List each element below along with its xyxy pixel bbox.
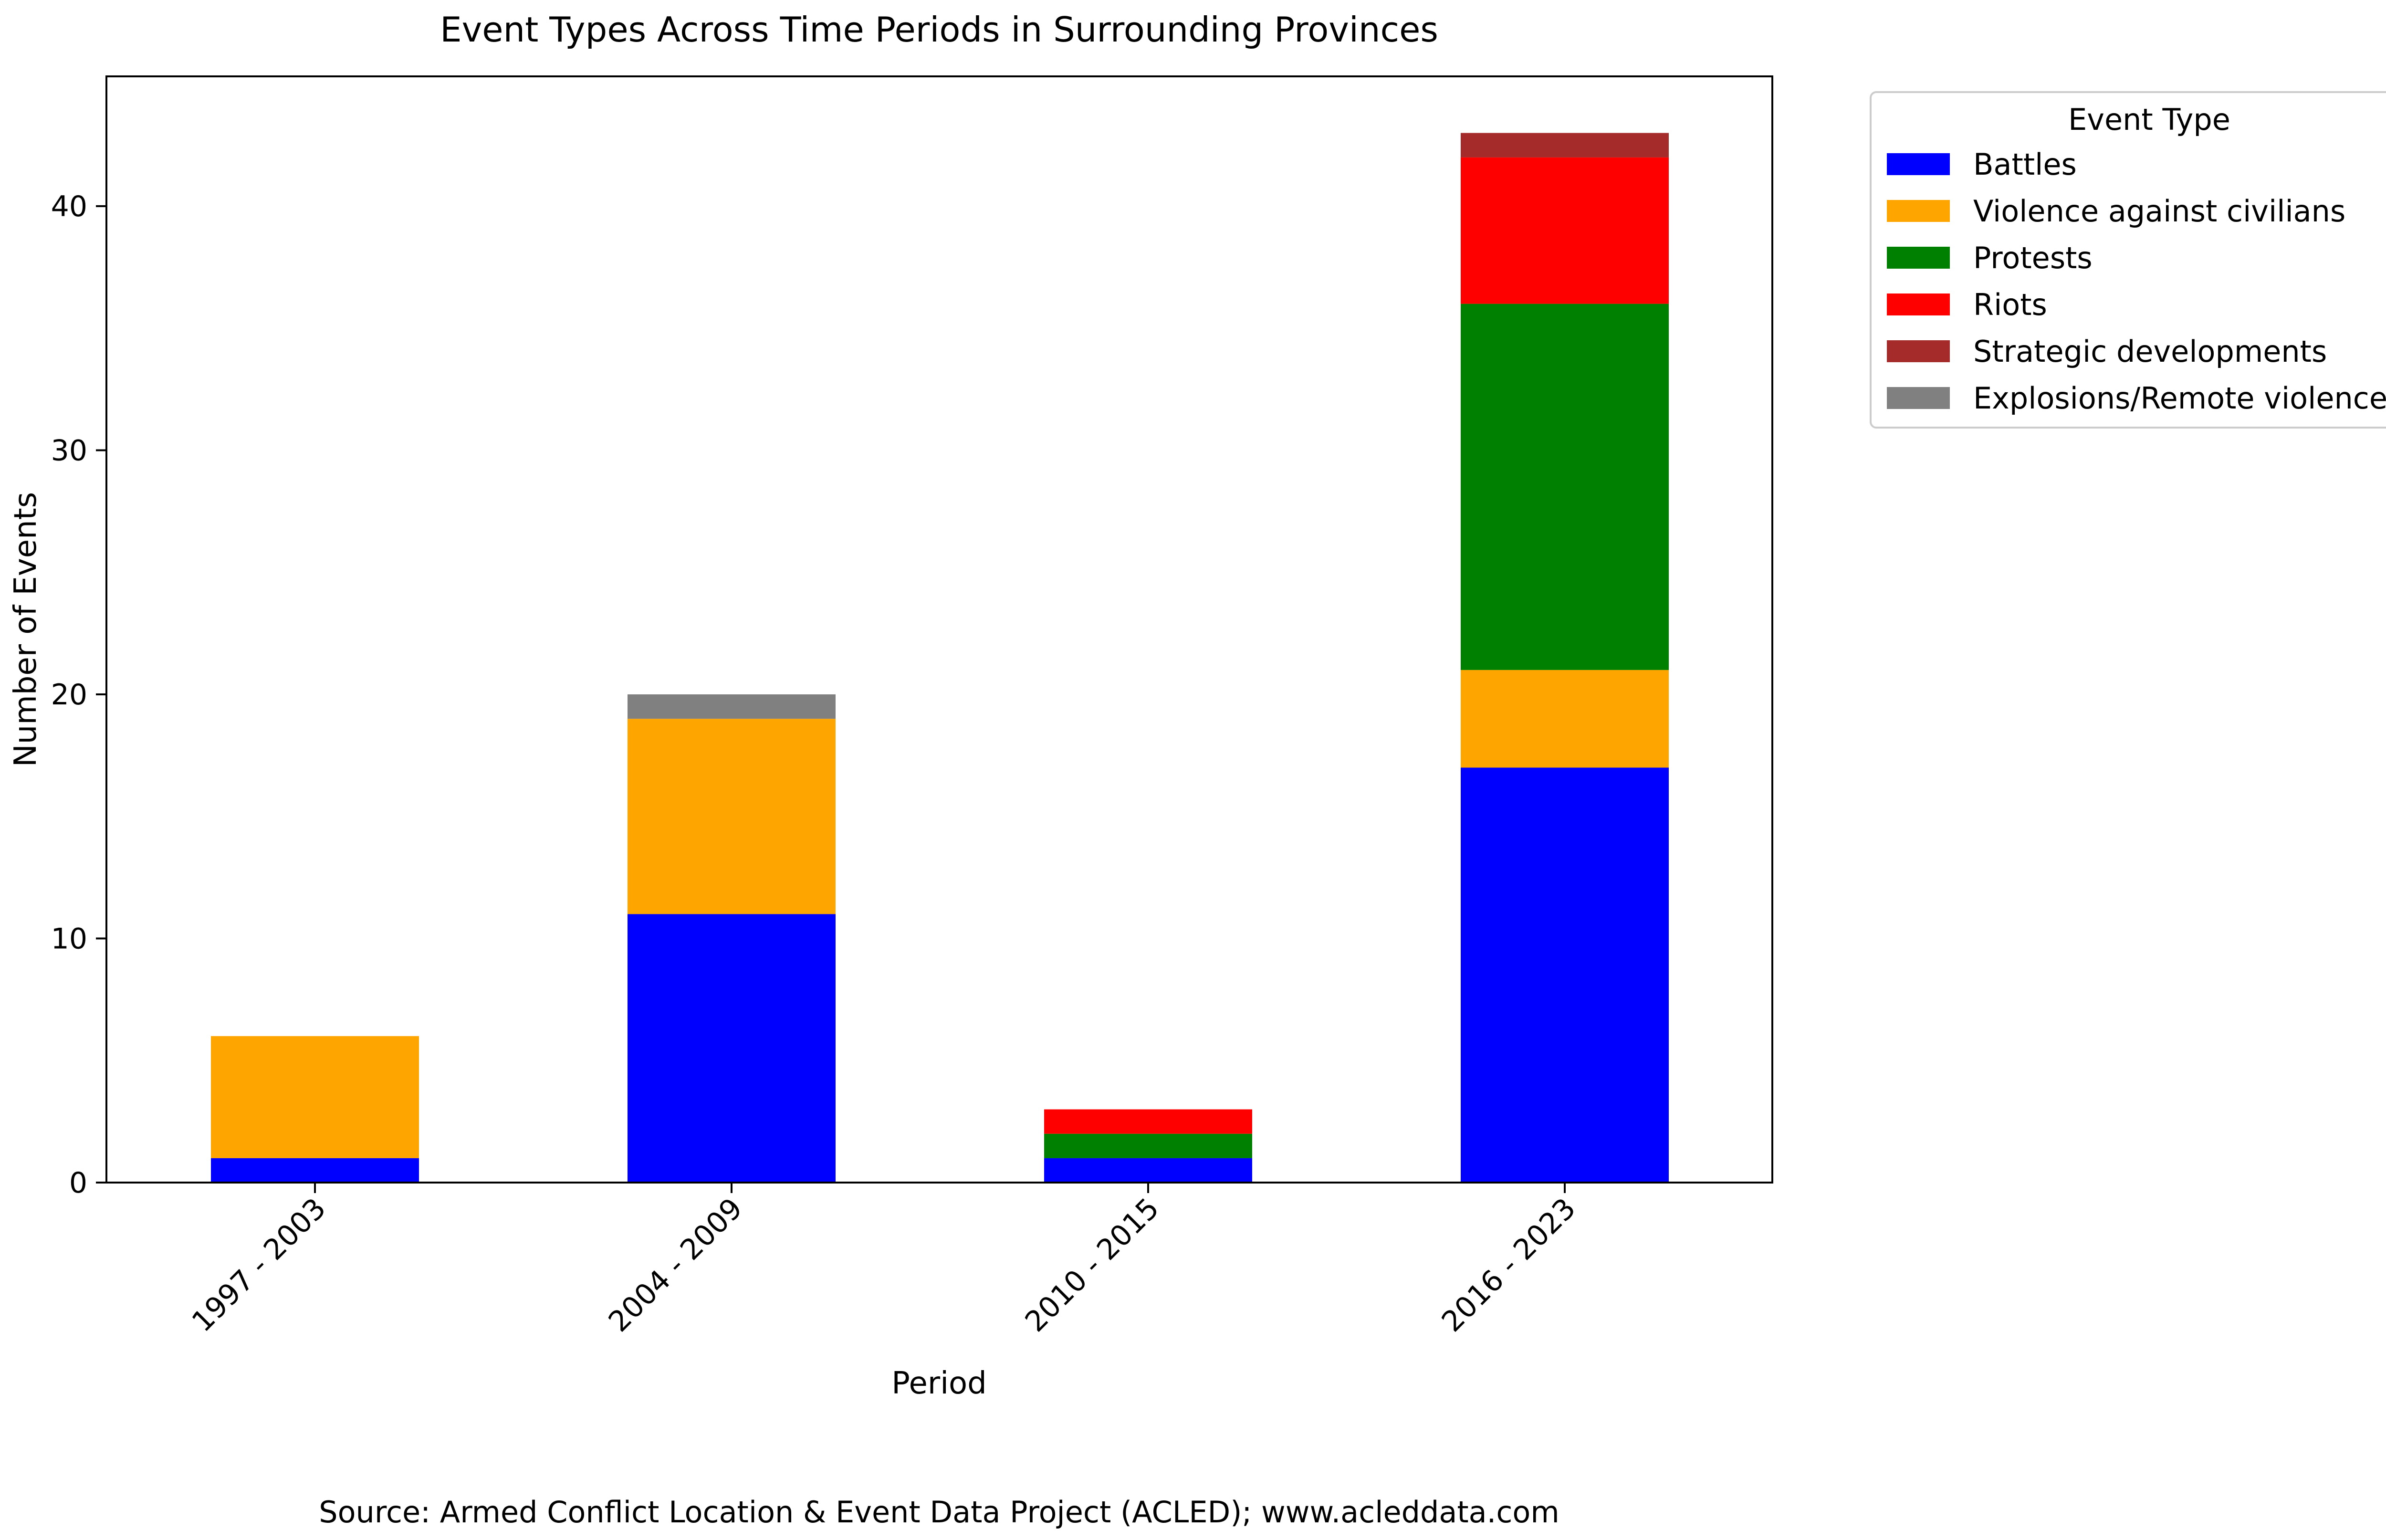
bar-segment-2-3 xyxy=(1044,1109,1252,1134)
bar-segment-3-3 xyxy=(1461,157,1669,304)
y-tick-label-3: 30 xyxy=(51,434,87,468)
y-tick-label-4: 40 xyxy=(51,190,87,223)
y-tick-label-1: 10 xyxy=(51,922,87,956)
y-axis-label: Number of Events xyxy=(8,492,43,767)
legend-swatch-5 xyxy=(1887,387,1950,409)
legend-swatch-3 xyxy=(1887,293,1950,315)
legend-label-2: Protests xyxy=(1973,241,2093,275)
bar-segment-3-4 xyxy=(1461,133,1669,157)
source-note: Source: Armed Conflict Location & Event … xyxy=(319,1495,1559,1530)
y-tick-label-0: 0 xyxy=(69,1166,87,1200)
bar-segment-2-0 xyxy=(1044,1158,1252,1183)
legend: Event Type Battles Violence against civil… xyxy=(1870,91,2386,429)
legend-label-4: Strategic developments xyxy=(1973,334,2327,369)
bar-segment-0-1 xyxy=(211,1036,419,1158)
bar-segment-3-2 xyxy=(1461,304,1669,670)
x-axis-ticks: 1997 - 2003 2004 - 2009 2010 - 2015 2016 - … xyxy=(186,1183,1582,1339)
legend-swatch-0 xyxy=(1887,153,1950,175)
x-tick-label-2: 2010 - 2015 xyxy=(1019,1192,1166,1339)
legend-swatch-1 xyxy=(1887,200,1950,222)
legend-swatch-2 xyxy=(1887,247,1950,269)
legend-title: Event Type xyxy=(2068,102,2230,137)
legend-label-1: Violence against civilians xyxy=(1973,194,2345,229)
legend-label-5: Explosions/Remote violence xyxy=(1973,381,2386,416)
y-axis-ticks: 0 10 20 30 40 xyxy=(51,190,106,1200)
legend-items: Battles Violence against civilians Protest… xyxy=(1887,147,2386,416)
bar-segment-2-2 xyxy=(1044,1133,1252,1158)
legend-label-3: Riots xyxy=(1973,287,2047,322)
bar-segment-1-5 xyxy=(628,694,836,719)
x-tick-label-0: 1997 - 2003 xyxy=(186,1192,333,1339)
plot-area: 0 10 20 30 40 1997 - 2003 2004 - 2009 2010 - 2… xyxy=(51,75,1773,1339)
bar-segment-1-0 xyxy=(628,914,836,1183)
bars xyxy=(211,133,1669,1183)
bar-segment-3-0 xyxy=(1461,767,1669,1183)
legend-swatch-4 xyxy=(1887,340,1950,362)
x-tick-label-1: 2004 - 2009 xyxy=(602,1192,749,1339)
bar-segment-1-1 xyxy=(628,719,836,914)
x-axis-label: Period xyxy=(891,1366,987,1401)
plot-frame xyxy=(105,75,1773,1184)
legend-box xyxy=(1870,91,2386,429)
y-tick-label-2: 20 xyxy=(51,678,87,712)
bar-segment-0-0 xyxy=(211,1158,419,1183)
x-tick-label-3: 2016 - 2023 xyxy=(1435,1192,1582,1339)
legend-label-0: Battles xyxy=(1973,147,2077,182)
bar-segment-3-1 xyxy=(1461,670,1669,768)
chart-title: Event Types Across Time Periods in Surro… xyxy=(440,10,1438,50)
